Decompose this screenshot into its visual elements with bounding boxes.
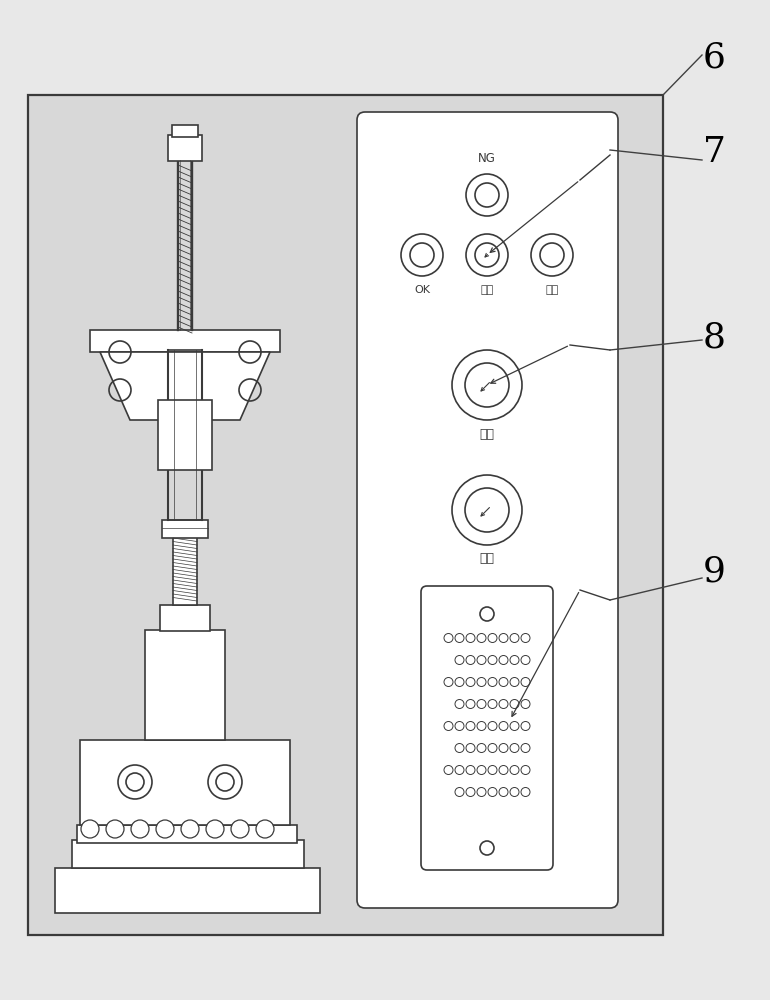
Text: OK: OK <box>414 285 430 295</box>
Bar <box>28 95 663 935</box>
Circle shape <box>452 350 522 420</box>
Bar <box>80 740 290 825</box>
Circle shape <box>208 765 242 799</box>
Bar <box>162 520 208 538</box>
FancyBboxPatch shape <box>421 586 553 870</box>
Text: 8: 8 <box>703 320 726 354</box>
Circle shape <box>401 234 443 276</box>
Circle shape <box>452 475 522 545</box>
Bar <box>172 125 198 137</box>
Circle shape <box>106 820 124 838</box>
Circle shape <box>181 820 199 838</box>
Circle shape <box>466 174 508 216</box>
Circle shape <box>256 820 274 838</box>
Circle shape <box>118 765 152 799</box>
Bar <box>77 825 297 843</box>
Text: 7: 7 <box>703 135 726 169</box>
Bar <box>72 840 304 868</box>
Bar <box>158 400 212 470</box>
Text: 信号: 信号 <box>545 285 558 295</box>
Text: 切换: 切换 <box>480 428 494 441</box>
Text: 电源: 电源 <box>480 285 494 295</box>
Bar <box>168 135 202 161</box>
Circle shape <box>81 820 99 838</box>
Circle shape <box>466 234 508 276</box>
FancyBboxPatch shape <box>357 112 618 908</box>
Circle shape <box>131 820 149 838</box>
Bar <box>160 605 210 631</box>
Circle shape <box>531 234 573 276</box>
Circle shape <box>156 820 174 838</box>
Bar <box>145 630 225 740</box>
Circle shape <box>231 820 249 838</box>
Circle shape <box>206 820 224 838</box>
Bar <box>55 868 320 913</box>
Bar <box>173 535 197 605</box>
Text: NG: NG <box>478 152 496 165</box>
Text: 开始: 开始 <box>480 552 494 565</box>
Text: 6: 6 <box>703 40 726 74</box>
Bar <box>90 330 280 352</box>
Polygon shape <box>100 352 270 420</box>
Text: 9: 9 <box>703 555 726 589</box>
